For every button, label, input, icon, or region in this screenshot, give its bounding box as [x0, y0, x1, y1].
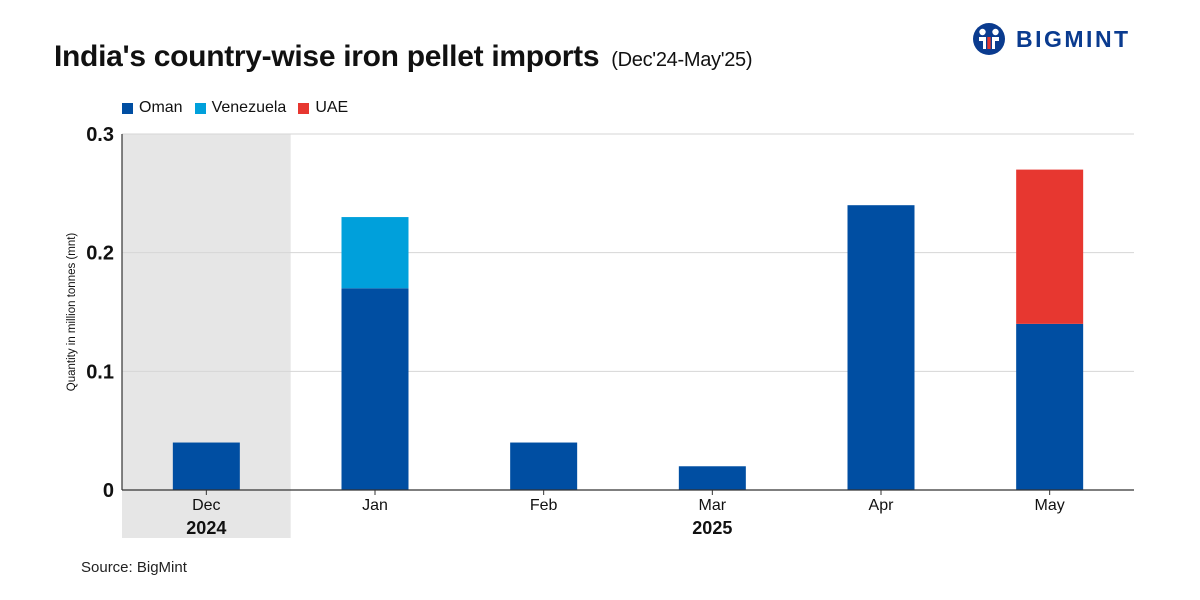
chart-subtitle: (Dec'24-May'25) [611, 49, 753, 71]
y-tick-label-1: 0.1 [86, 361, 114, 383]
chart-title-text: India's country-wise iron pellet imports [54, 40, 600, 73]
bigmint-logo-icon [973, 23, 1005, 55]
group-label-2024: 2024 [186, 518, 226, 538]
bar-oman-apr [847, 205, 915, 490]
legend-label-venezuela: Venezuela [211, 99, 287, 116]
bar-uae-may [1016, 169, 1084, 324]
y-tick-label-0: 0 [103, 480, 114, 502]
y-tick-label-3: 0.3 [86, 124, 114, 146]
source-note: Source: BigMint [81, 559, 187, 576]
x-tick-label-feb: Feb [530, 497, 558, 514]
x-tick-label-mar: Mar [699, 497, 727, 514]
group-label-2025: 2025 [692, 518, 732, 538]
legend-swatch-venezuela [194, 102, 206, 114]
brand-name: BIGMINT [1016, 25, 1131, 52]
chart-legend: Oman Venezuela UAE [122, 99, 348, 117]
y-tick-label-2: 0.2 [86, 243, 114, 265]
brand-logo: BIGMINT [972, 22, 1131, 56]
bar-oman-dec [172, 442, 240, 490]
legend-label-uae: UAE [315, 99, 349, 116]
bar-venezuela-jan [341, 217, 409, 289]
legend-swatch-oman [122, 102, 133, 114]
legend-item-venezuela: Venezuela [194, 99, 287, 117]
x-tick-label-dec: Dec [192, 497, 220, 514]
bar-oman-feb [510, 442, 578, 490]
legend-item-oman: Oman [122, 99, 183, 117]
legend-swatch-uae [298, 102, 310, 114]
x-tick-label-apr: Apr [869, 497, 895, 514]
chart-title: India's country-wise iron pellet imports… [54, 40, 753, 74]
bar-oman-jan [341, 288, 409, 490]
bar-oman-mar [678, 466, 746, 490]
legend-label-oman: Oman [139, 99, 183, 116]
bar-oman-may [1016, 323, 1084, 490]
legend-item-uae: UAE [298, 99, 348, 117]
x-tick-label-jan: Jan [362, 497, 388, 514]
x-tick-label-may: May [1035, 497, 1065, 514]
y-axis-label: Quantity in million tonnes (mnt) [66, 233, 78, 392]
